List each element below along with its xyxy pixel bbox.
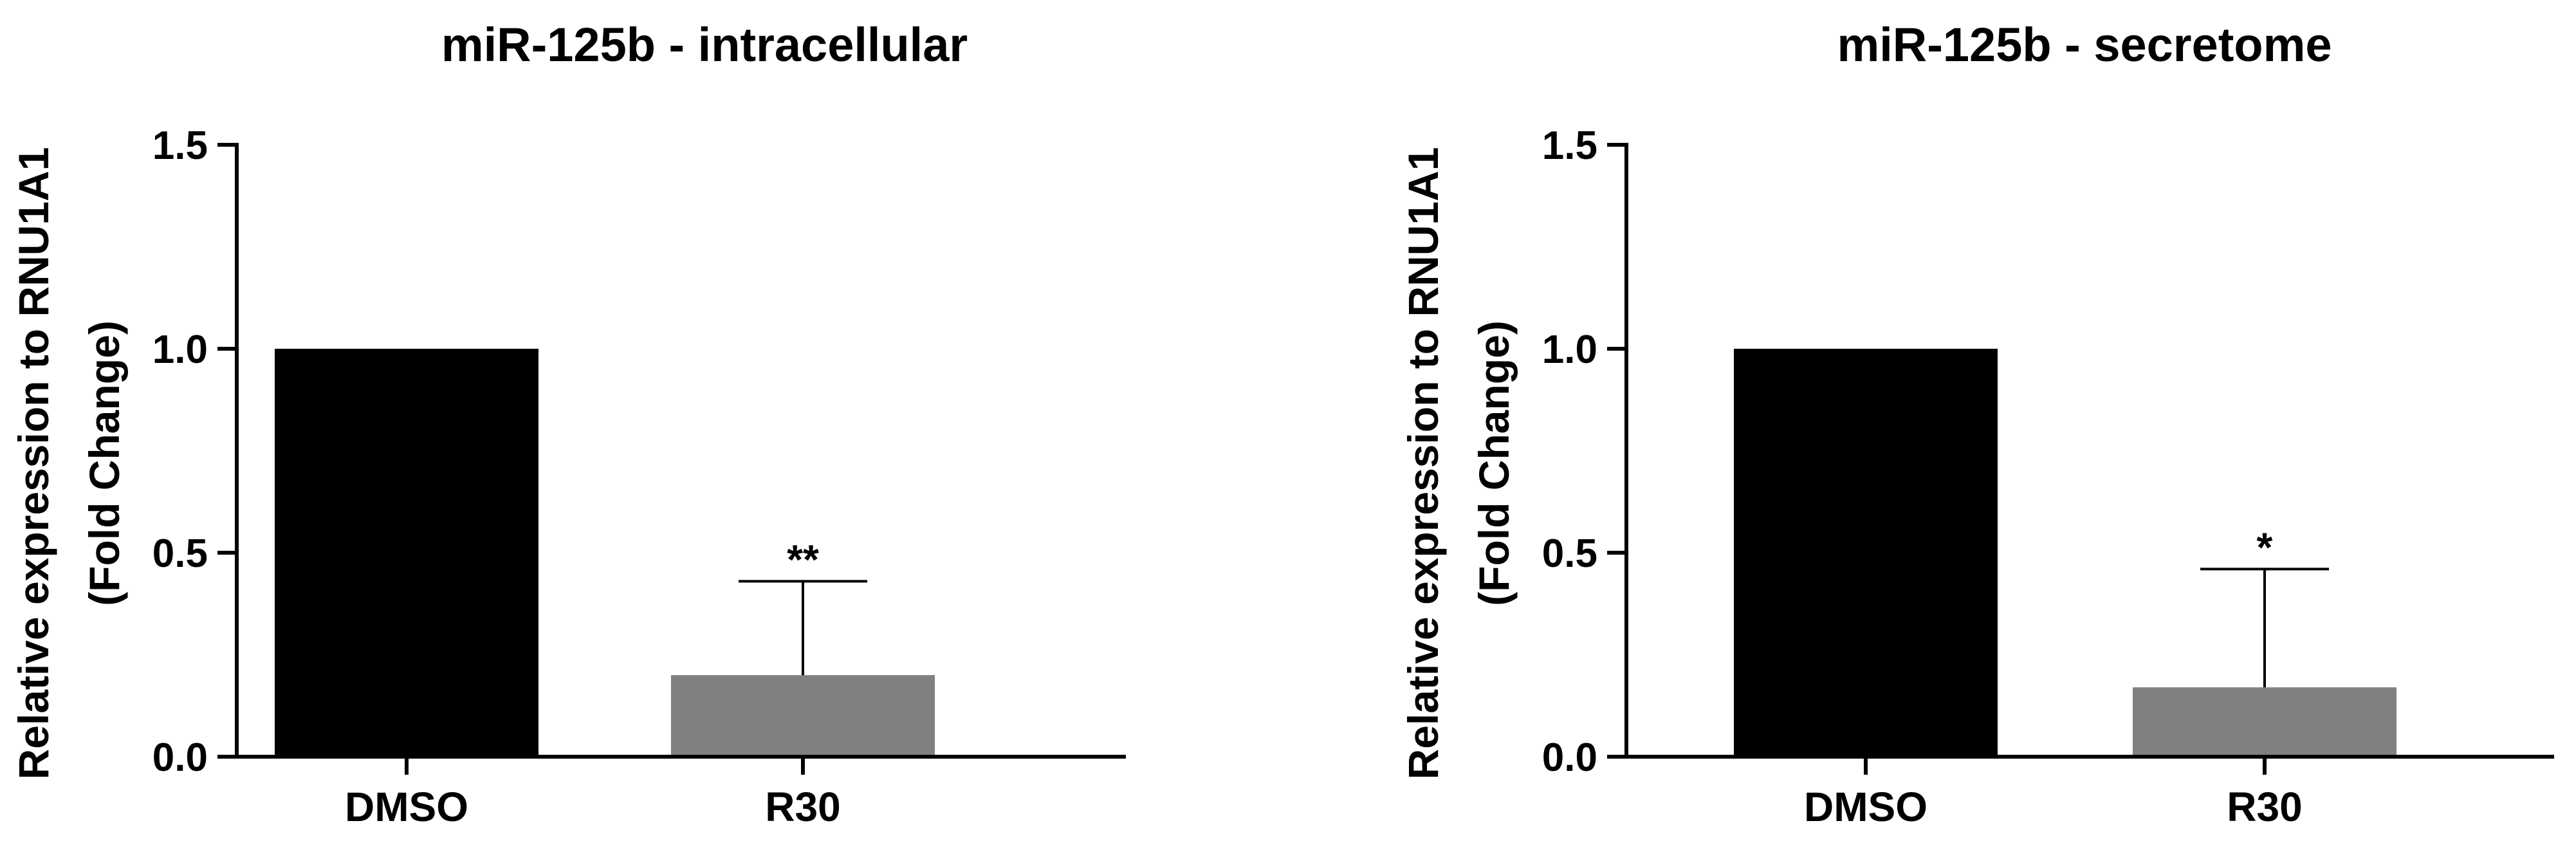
y-axis-label: Relative expression to RNU1A1 xyxy=(1399,147,1447,779)
x-tick-label: R30 xyxy=(2227,784,2302,830)
chart-title: miR-125b - secretome xyxy=(1837,18,2332,71)
x-tick-label: DMSO xyxy=(1804,784,1927,830)
y-axis-label-line2: (Fold Change) xyxy=(80,320,128,606)
chart-title: miR-125b - intracellular xyxy=(441,18,968,71)
y-tick-label: 1.5 xyxy=(152,124,208,168)
chart-intracellular: miR-125b - intracellular Relative express… xyxy=(10,18,1126,830)
y-tick-label: 0.5 xyxy=(152,531,208,576)
chart-secretome: miR-125b - secretome Relative expression … xyxy=(1399,18,2554,830)
y-axis-label: Relative expression to RNU1A1 xyxy=(10,147,57,779)
bar-dmso xyxy=(275,349,538,757)
y-tick-label: 1.0 xyxy=(1542,328,1597,372)
y-axis-label-line2: (Fold Change) xyxy=(1470,320,1518,606)
y-tick-label: 0.5 xyxy=(1542,531,1597,576)
x-tick-label: DMSO xyxy=(345,784,468,830)
x-tick-label: R30 xyxy=(765,784,840,830)
significance-marker: * xyxy=(2257,524,2273,570)
bar-r30 xyxy=(2133,687,2397,757)
bar-r30 xyxy=(671,675,935,757)
y-tick-label: 0.0 xyxy=(152,735,208,780)
significance-marker: ** xyxy=(787,536,819,582)
y-tick-label: 1.5 xyxy=(1542,124,1597,168)
y-tick-label: 0.0 xyxy=(1542,735,1597,780)
y-tick-label: 1.0 xyxy=(152,328,208,372)
bar-dmso xyxy=(1734,349,1998,757)
